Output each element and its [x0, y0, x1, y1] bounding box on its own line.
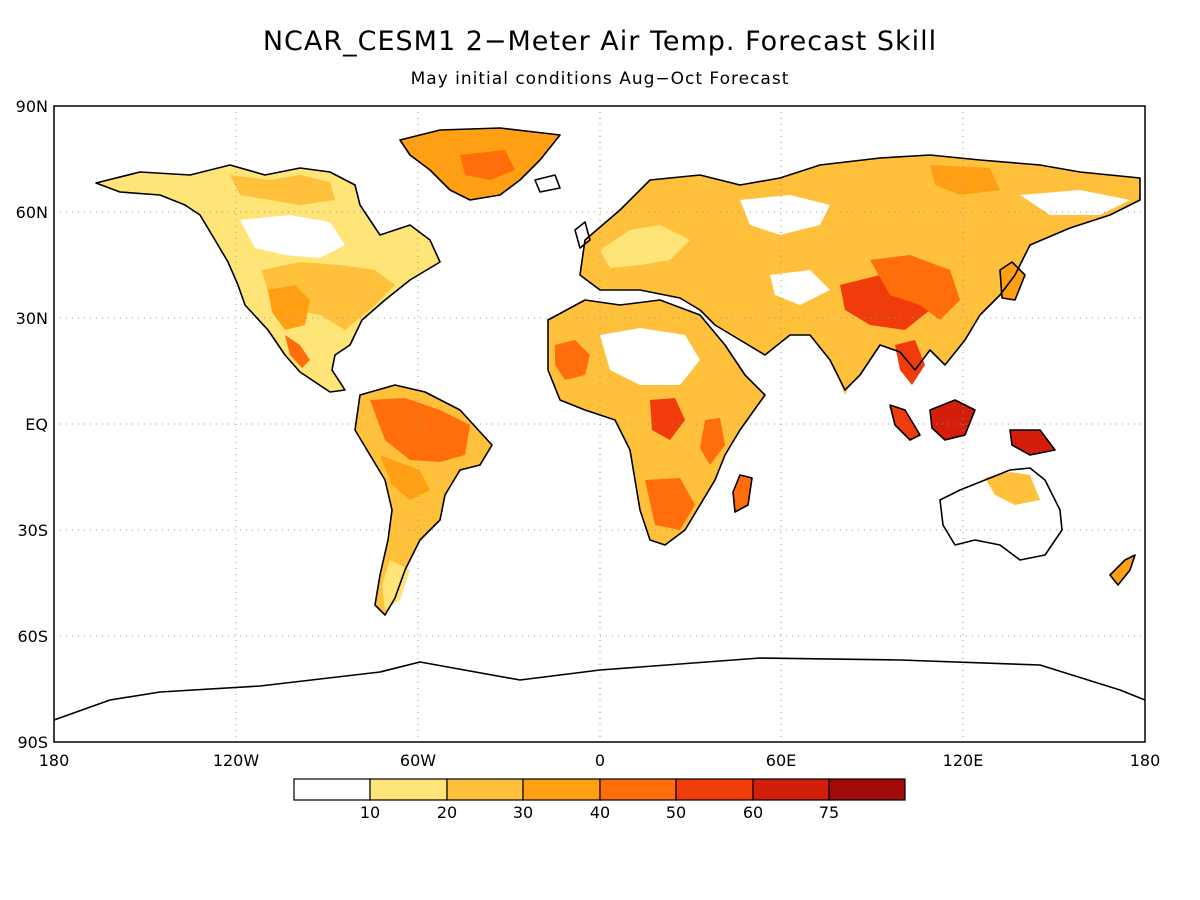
south-america-coastline — [354, 384, 493, 616]
southeast-asia-skill-60 — [895, 340, 925, 385]
madagascar-coastline — [732, 474, 753, 513]
sahara-low-skill — [600, 328, 700, 385]
sumatra-coastline — [889, 404, 921, 441]
colorbar-label-50: 50 — [666, 803, 686, 822]
eurasia-coastline — [579, 154, 1141, 391]
lat-label-90s: 90S — [17, 733, 48, 752]
lon-label-60w: 60W — [400, 751, 436, 770]
usa-southwest-skill-40 — [268, 285, 310, 330]
coastlines — [54, 127, 1145, 721]
west-africa-skill-50 — [555, 340, 590, 380]
colorbar-bin-3 — [522, 778, 601, 801]
new-zealand-skill-40 — [1110, 555, 1135, 585]
lat-label-60n: 60N — [16, 203, 48, 222]
map-area — [54, 106, 1145, 742]
iceland-coastline — [534, 174, 561, 193]
australia-coastline — [939, 467, 1063, 561]
lon-label-0: 0 — [595, 751, 605, 770]
lat-label-60s: 60S — [17, 627, 48, 646]
colorbar-bin-6 — [752, 778, 830, 801]
madagascar-skill-50 — [733, 475, 752, 512]
lat-label-90n: 90N — [16, 97, 48, 116]
antarctica-coastline — [54, 657, 1145, 721]
lon-label-180e: 180 — [1130, 751, 1161, 770]
europe-skill-20 — [600, 225, 690, 268]
colorbar-label-10: 10 — [360, 803, 380, 822]
map-title: NCAR_CESM1 2−Meter Air Temp. Forecast Sk… — [262, 26, 938, 57]
siberia-skill-40 — [930, 165, 1000, 195]
china-skill-50 — [870, 255, 960, 320]
southern-africa-skill-50 — [645, 478, 695, 530]
japan-coastline — [999, 261, 1026, 301]
latitude-labels: 90N 60N 30N EQ 30S 60S 90S — [16, 97, 48, 752]
central-africa-skill-60 — [650, 398, 685, 440]
colorbar: 10 20 30 40 50 60 75 — [293, 778, 906, 822]
colorbar-bin-7 — [828, 778, 906, 801]
grid-lines — [54, 106, 1145, 742]
colorbar-label-75: 75 — [819, 803, 839, 822]
lon-label-180w: 180 — [39, 751, 70, 770]
map-frame — [53, 105, 1146, 743]
new-zealand-coastline — [1109, 554, 1136, 586]
lon-label-60e: 60E — [766, 751, 796, 770]
mexico-skill-50 — [285, 335, 310, 368]
north-america-coastline — [95, 164, 441, 393]
lon-label-120e: 120E — [943, 751, 984, 770]
canada-skill-30 — [230, 175, 335, 205]
patagonia-low-skill — [382, 560, 410, 610]
amazon-skill-40 — [380, 455, 430, 500]
colorbar-bin-0 — [293, 778, 371, 801]
colorbar-label-40: 40 — [590, 803, 610, 822]
lat-label-30n: 30N — [16, 309, 48, 328]
lon-label-120w: 120W — [213, 751, 260, 770]
amazon-skill-50 — [370, 398, 470, 462]
colorbar-bin-1 — [369, 778, 448, 801]
eurasia-land — [580, 155, 1140, 390]
new-guinea-coastline — [1009, 429, 1056, 456]
colorbar-bin-2 — [446, 778, 524, 801]
siberia-low-skill — [740, 195, 830, 235]
lat-label-eq: EQ — [25, 415, 48, 434]
longitude-labels: 180 120W 60W 0 60E 120E 180 — [39, 751, 1161, 770]
sumatra-skill-60 — [890, 405, 920, 440]
colorbar-label-60: 60 — [743, 803, 763, 822]
east-africa-skill-50 — [700, 418, 725, 465]
usa-interior-low-skill — [240, 215, 345, 258]
africa-coastline — [547, 299, 766, 546]
colorbar-bin-5 — [675, 778, 754, 801]
borneo-skill-75 — [930, 400, 975, 440]
east-siberia-low-skill — [1020, 190, 1130, 215]
greenland-skill-50 — [460, 150, 515, 180]
lat-label-30s: 30S — [17, 521, 48, 540]
map-subtitle: May initial conditions Aug−Oct Forecast — [410, 69, 790, 89]
usa-skill-30 — [262, 262, 395, 330]
india-skill-30 — [820, 335, 855, 395]
colorbar-label-20: 20 — [437, 803, 457, 822]
colorbar-bin-4 — [599, 778, 677, 801]
central-asia-low-skill — [770, 270, 830, 305]
greenland-coastline — [399, 127, 561, 201]
australia-north-skill-30 — [985, 472, 1040, 505]
borneo-coastline — [929, 399, 976, 441]
colorbar-label-30: 30 — [513, 803, 533, 822]
british-isles-coastline — [574, 221, 591, 249]
